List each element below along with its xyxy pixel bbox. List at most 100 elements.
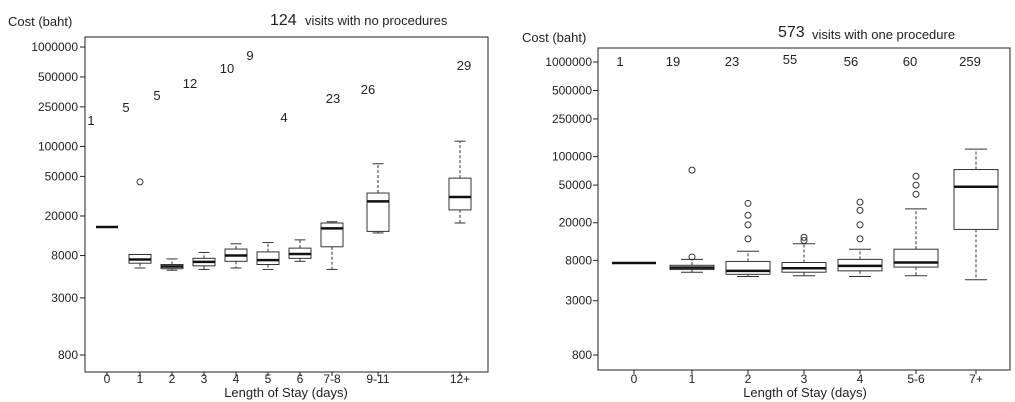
right-count-label: 23 bbox=[725, 54, 739, 69]
right-y-tick-label: 20000 bbox=[559, 216, 593, 230]
left-x-axis: 0 1 2 3 4 5 6 7-8 9-11 12+ bbox=[104, 372, 470, 386]
left-y-axis: 1000000 500000 250000 100000 50000 20000 8000 3… bbox=[31, 40, 85, 362]
outlier-point bbox=[136, 178, 144, 186]
iqr-box bbox=[893, 248, 939, 268]
iqr-box bbox=[366, 192, 390, 232]
left-x-tick-label: 6 bbox=[297, 372, 304, 386]
left-box-7-8 bbox=[320, 221, 344, 270]
left-y-tick-label: 8000 bbox=[51, 249, 78, 263]
left-box-2 bbox=[160, 258, 184, 271]
iqr-box bbox=[725, 260, 771, 275]
right-box-3 bbox=[781, 233, 827, 277]
left-y-axis-label: Cost (baht) bbox=[8, 14, 72, 29]
right-box-4 bbox=[837, 198, 883, 278]
right-x-tick-label: 2 bbox=[745, 372, 752, 386]
left-y-tick-label: 3000 bbox=[51, 291, 78, 305]
outlier-point bbox=[800, 236, 808, 244]
iqr-box bbox=[256, 251, 280, 266]
outlier-point bbox=[744, 221, 752, 229]
right-y-tick-label: 3000 bbox=[565, 294, 592, 308]
right-y-tick-label: 8000 bbox=[565, 253, 592, 267]
iqr-box bbox=[953, 169, 999, 230]
left-box-1 bbox=[128, 178, 152, 269]
left-x-tick-label: 5 bbox=[265, 372, 272, 386]
left-count-label: 4 bbox=[280, 110, 287, 125]
left-count-label: 23 bbox=[326, 91, 340, 106]
left-y-tick-label: 1000000 bbox=[31, 40, 78, 54]
left-box-9-11 bbox=[366, 163, 390, 234]
left-count-label: 5 bbox=[122, 100, 129, 115]
left-x-tick-label: 3 bbox=[201, 372, 208, 386]
left-counts: 1 5 5 12 10 9 4 23 26 29 bbox=[87, 48, 471, 128]
right-count-label: 55 bbox=[783, 52, 797, 67]
right-y-tick-label: 50000 bbox=[559, 178, 593, 192]
right-count-label: 60 bbox=[903, 54, 917, 69]
left-x-tick-label: 7-8 bbox=[323, 372, 341, 386]
right-x-axis: 0 1 2 3 4 5-6 7+ bbox=[631, 370, 983, 386]
iqr-box bbox=[448, 177, 472, 211]
right-box-5-6 bbox=[893, 172, 939, 277]
right-x-axis-label: Length of Stay (days) bbox=[743, 385, 867, 400]
right-boxes bbox=[612, 148, 999, 281]
left-box-plot-panel: Cost (baht) 124 visits with no procedure… bbox=[8, 12, 489, 400]
outlier-point bbox=[688, 166, 696, 174]
right-plot-frame bbox=[597, 47, 1011, 371]
outlier-point bbox=[912, 181, 920, 189]
left-plot-frame bbox=[84, 36, 489, 373]
left-count-label: 12 bbox=[183, 76, 197, 91]
right-box-7+ bbox=[953, 148, 999, 281]
left-count-label: 9 bbox=[246, 48, 253, 63]
right-x-tick-label: 5-6 bbox=[907, 372, 925, 386]
outlier-point bbox=[856, 235, 864, 243]
right-count-label: 56 bbox=[844, 54, 858, 69]
left-count-label: 10 bbox=[220, 61, 234, 76]
right-y-tick-label: 1000000 bbox=[545, 55, 592, 69]
left-box-6 bbox=[288, 239, 312, 262]
left-box-12+ bbox=[448, 140, 472, 224]
right-box-plot-panel: Cost (baht) 573 visits with one procedur… bbox=[522, 24, 1011, 400]
outlier-point bbox=[688, 253, 696, 261]
left-count-label: 5 bbox=[153, 88, 160, 103]
left-count-label: 29 bbox=[457, 58, 471, 73]
outlier-point bbox=[856, 198, 864, 206]
outlier-point bbox=[744, 211, 752, 219]
right-box-1 bbox=[669, 166, 715, 273]
left-y-tick-label: 100000 bbox=[38, 139, 78, 153]
right-header-count: 573 bbox=[778, 24, 805, 41]
right-y-tick-label: 500000 bbox=[552, 83, 592, 97]
right-box-2 bbox=[725, 199, 771, 278]
right-counts: 1 19 23 55 56 60 259 bbox=[616, 52, 980, 69]
left-x-tick-label: 2 bbox=[169, 372, 176, 386]
left-header-text: visits with no procedures bbox=[305, 13, 448, 28]
right-y-tick-label: 250000 bbox=[552, 112, 592, 126]
right-y-axis: 1000000 500000 250000 100000 50000 20000 8000 3… bbox=[545, 55, 598, 362]
outlier-point bbox=[912, 190, 920, 198]
right-x-tick-label: 0 bbox=[631, 372, 638, 386]
left-x-tick-label: 9-11 bbox=[366, 372, 389, 386]
left-y-tick-label: 20000 bbox=[45, 209, 79, 223]
left-x-tick-label: 1 bbox=[137, 372, 144, 386]
outlier-point bbox=[856, 221, 864, 229]
left-box-5 bbox=[256, 242, 280, 270]
right-y-tick-label: 800 bbox=[572, 348, 592, 362]
outlier-point bbox=[800, 233, 808, 241]
left-x-tick-label: 4 bbox=[233, 372, 240, 386]
right-count-label: 1 bbox=[616, 54, 623, 69]
iqr-box bbox=[320, 222, 344, 248]
outlier-point bbox=[744, 235, 752, 243]
left-header-count: 124 bbox=[270, 12, 297, 29]
left-count-label: 26 bbox=[361, 82, 375, 97]
left-y-tick-label: 800 bbox=[58, 348, 78, 362]
left-x-tick-label: 12+ bbox=[450, 372, 470, 386]
outlier-point bbox=[744, 199, 752, 207]
left-count-label: 1 bbox=[87, 113, 94, 128]
right-x-tick-label: 3 bbox=[801, 372, 808, 386]
left-x-axis-label: Length of Stay (days) bbox=[224, 385, 348, 400]
outlier-point bbox=[912, 172, 920, 180]
right-x-tick-label: 7+ bbox=[969, 372, 983, 386]
right-header-text: visits with one procedure bbox=[812, 27, 955, 42]
left-box-4 bbox=[224, 243, 248, 269]
left-boxes bbox=[96, 140, 472, 271]
right-y-tick-label: 100000 bbox=[552, 150, 592, 164]
